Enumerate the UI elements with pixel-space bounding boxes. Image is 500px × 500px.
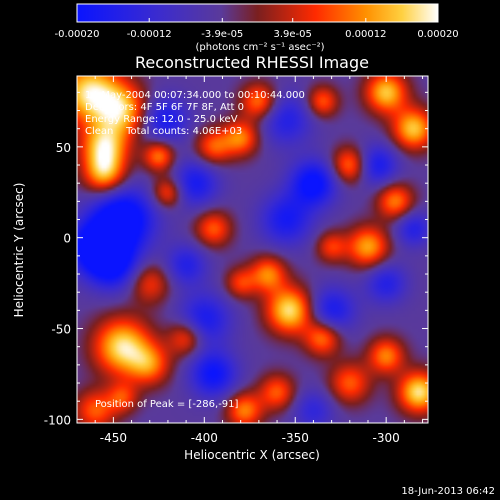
x-tick-label: -300 (373, 431, 400, 445)
peak-position-label: Position of Peak = [-286,-91] (95, 399, 239, 410)
colorbar-tick-label: 3.9e-05 (274, 29, 312, 40)
x-tick-label: -450 (100, 431, 127, 445)
colorbar-ticks: -0.00020 -0.00012 -3.9e-05 3.9e-05 0.00012 0.… (55, 18, 459, 40)
y-tick-label: 50 (56, 141, 71, 155)
x-tick-label: -400 (191, 431, 218, 445)
y-tick-label: -50 (51, 323, 71, 337)
annotation-energy-range: Energy Range: 12.0 - 25.0 keV (85, 114, 238, 125)
colorbar-tick-label: -0.00012 (127, 29, 172, 40)
annotations: 14-May-2004 00:07:34.000 to 00:10:44.000… (85, 90, 305, 410)
colorbar-unit-label: (photons cm⁻² s⁻¹ asec⁻²) (195, 42, 324, 53)
colorbar-tick-label: -0.00020 (55, 29, 100, 40)
x-axis-label: Heliocentric X (arcsec) (184, 448, 320, 462)
annotation-total-counts: Clean Total counts: 4.06E+03 (85, 126, 242, 137)
colorbar-frame (76, 3, 439, 23)
heatmap-image (77, 76, 428, 423)
annotation-time-range: 14-May-2004 00:07:34.000 to 00:10:44.000 (85, 90, 305, 101)
chart-title: Reconstructed RHESSI Image (135, 53, 369, 72)
annotation-detectors: Detectors: 4F 5F 6F 7F 8F, Att 0 (85, 102, 244, 113)
colorbar-tick-label: 0.00020 (417, 29, 458, 40)
plot-frame (76, 75, 429, 424)
colorbar-tick-label: -3.9e-05 (201, 29, 243, 40)
footer-date: 18-Jun-2013 06:42 (401, 486, 495, 497)
y-tick-label: -100 (44, 413, 71, 427)
x-tick-label: -350 (282, 431, 309, 445)
plot-area: -450 -400 -350 -300 -100 -50 0 50 (44, 75, 429, 445)
y-tick-label: 0 (63, 232, 71, 246)
y-axis-label: Heliocentric Y (arcsec) (12, 183, 26, 318)
colorbar-gradient (77, 4, 438, 22)
colorbar-tick-label: 0.00012 (345, 29, 386, 40)
colorbar: -0.00020 -0.00012 -3.9e-05 3.9e-05 0.00012 0.… (55, 3, 459, 53)
axis-ticks: -450 -400 -350 -300 -100 -50 0 50 (44, 76, 428, 445)
